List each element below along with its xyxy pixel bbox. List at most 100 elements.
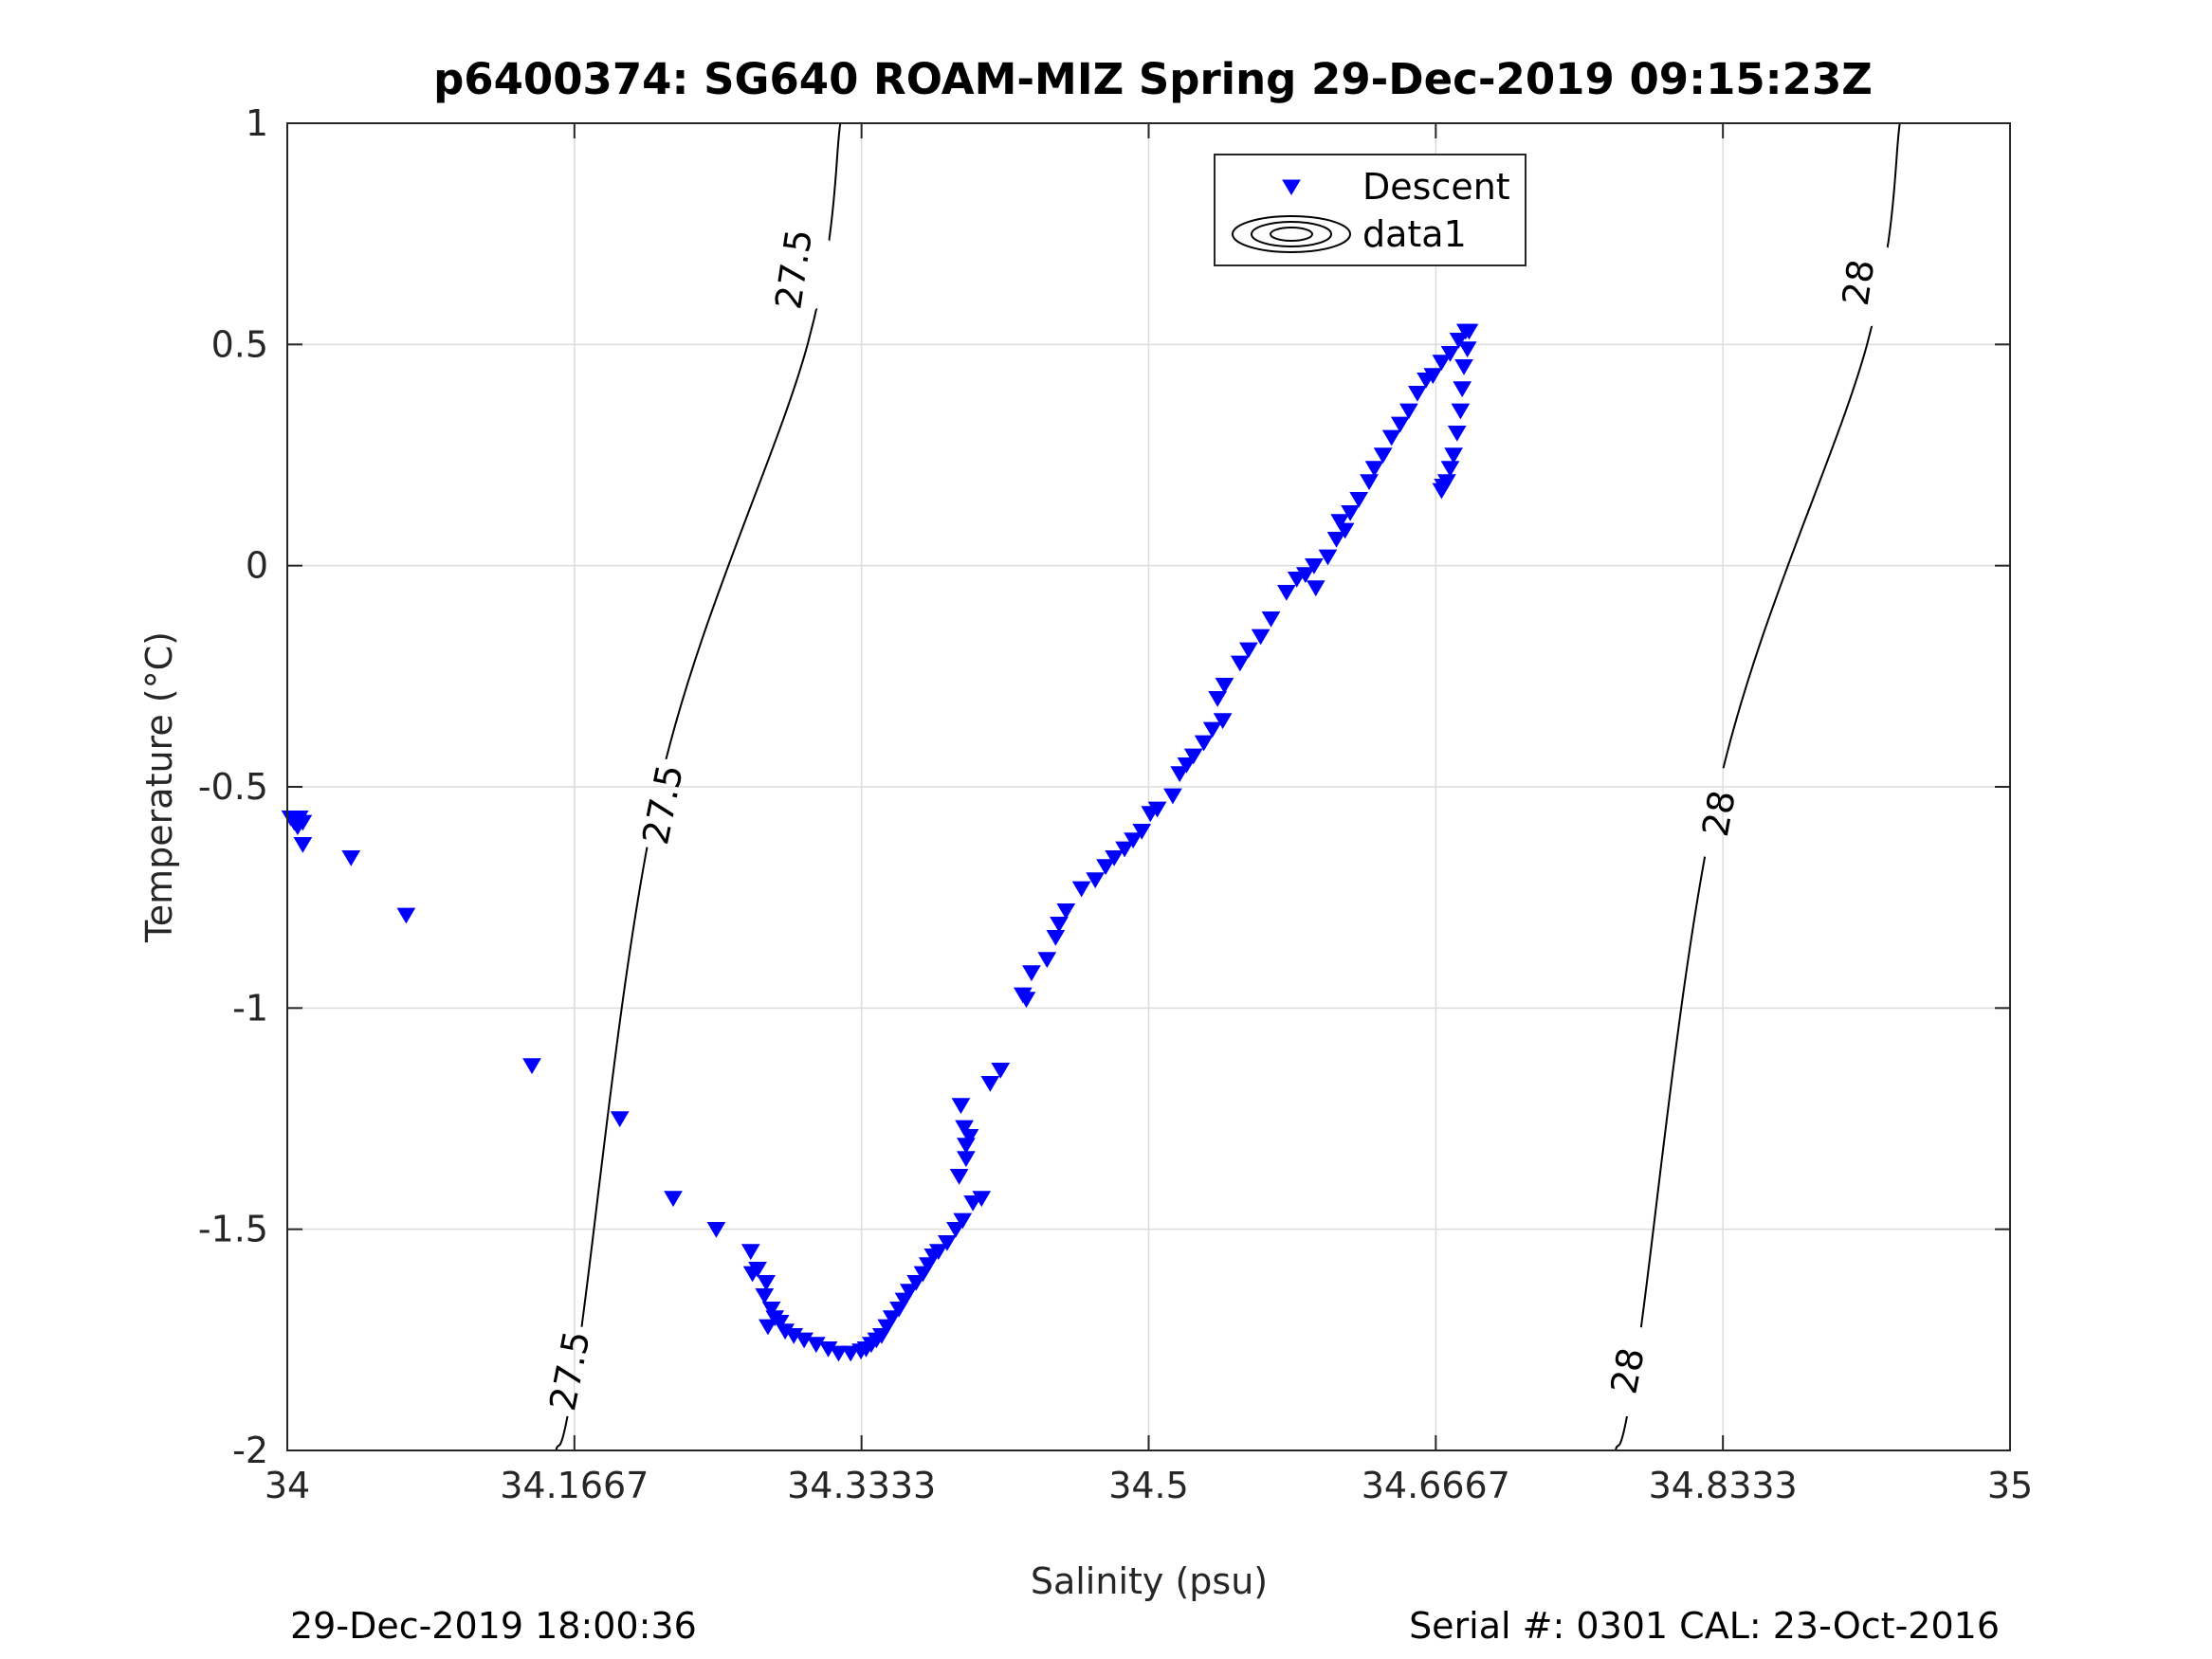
footer-timestamp: 29-Dec-2019 18:00:36 [290,1605,697,1647]
descent-series [281,323,1479,1362]
descent-point [1326,531,1346,548]
y-tick-label: 0 [246,545,268,587]
descent-point [900,1284,919,1301]
descent-point [1349,491,1369,508]
descent-point [1096,859,1115,876]
y-tick-label: -1.5 [198,1209,268,1250]
legend-box [1214,154,1526,266]
descent-point [1447,425,1467,442]
descent-point [770,1314,790,1331]
legend-contour-icon [1232,215,1351,253]
descent-point [972,1191,992,1208]
descent-point [1037,952,1057,969]
descent-point [1459,323,1479,340]
descent-point [1287,571,1307,588]
contour-label: 27.5 [634,761,691,848]
legend-contour-icon [1251,221,1332,247]
descent-point [980,1075,1000,1092]
descent-point [946,1221,965,1238]
legend-descent-marker [1282,179,1301,195]
descent-point [957,1151,976,1168]
descent-point [1115,841,1134,858]
x-tick-label: 34 [265,1465,310,1506]
descent-point [1230,655,1250,672]
descent-point [1432,355,1452,372]
y-tick-label: -1 [232,987,268,1029]
legend-contour-icon [1270,227,1313,242]
descent-point [1444,447,1463,465]
descent-point [1013,987,1033,1004]
descent-point [1124,832,1143,849]
descent-point [1360,474,1379,491]
descent-point [1454,358,1473,375]
descent-point [1239,642,1258,659]
descent-point [1208,690,1228,707]
grid [287,123,2010,1450]
descent-point [1398,403,1418,420]
descent-point [951,1098,971,1115]
descent-point [610,1111,630,1128]
descent-point [522,1058,541,1075]
descent-point [991,1062,1011,1079]
descent-point [759,1319,777,1336]
x-tick-label: 35 [1987,1465,2033,1506]
x-tick-label: 34.3333 [787,1465,936,1506]
descent-point [757,1274,777,1291]
descent-point [829,1345,849,1362]
x-tick-label: 34.5 [1108,1465,1189,1506]
descent-point [1341,504,1360,521]
descent-point [1147,801,1167,818]
descent-point [938,1234,957,1251]
descent-point [1163,788,1182,805]
descent-point [1046,929,1066,946]
descent-point [806,1337,826,1354]
descent-point [1449,332,1469,349]
descent-point [1451,403,1471,420]
descent-point [1457,341,1477,358]
y-tick-label: 1 [246,102,268,144]
descent-point [1432,483,1452,500]
descent-point [1056,902,1076,920]
y-axis-label: Temperature (°C) [138,631,180,943]
descent-point [755,1287,775,1304]
descent-point [1373,447,1393,465]
descent-point [955,1120,974,1137]
descent-point [906,1274,926,1291]
axes: 34 34.1667 34.3333 34.5 34.6667 34.8333 35 1 0.5… [198,102,2033,1506]
descent-point [953,1212,973,1230]
descent-point [1071,881,1091,898]
descent-point [1022,965,1041,982]
chart-title: p6400374: SG640 ROAM-MIZ Spring 29-Dec-2… [433,54,1873,104]
descent-point [1408,385,1427,402]
descent-point [293,836,313,853]
descent-point [1364,461,1384,478]
descent-point [928,1244,948,1261]
legend: Descent data1 [1214,154,1526,266]
descent-point [706,1221,726,1238]
descent-point [1261,611,1281,628]
descent-point [1305,557,1324,574]
contour-label: 27.5 [541,1327,598,1414]
descent-point [1105,849,1124,866]
descent-point [761,1301,781,1318]
descent-point [1183,748,1203,765]
descent-point [1453,381,1472,398]
descent-point [1177,757,1197,774]
descent-point [1318,549,1338,566]
descent-point [1213,713,1233,730]
descent-point [740,1244,760,1261]
descent-point [1381,429,1401,447]
descent-point [1215,677,1234,694]
contour-label: 28 [1694,787,1744,839]
descent-point [1295,567,1315,584]
x-tick-label: 34.6667 [1362,1465,1510,1506]
descent-point [1390,416,1410,433]
y-tick-label: -2 [232,1430,268,1471]
legend-entry-data1: data1 [1362,213,1467,255]
footer-serial-cal: Serial #: 0301 CAL: 23-Oct-2016 [1409,1605,2000,1647]
descent-point [1440,345,1460,362]
descent-point [1306,580,1325,597]
descent-point [742,1266,762,1283]
contour-label: 27.5 [767,227,820,312]
